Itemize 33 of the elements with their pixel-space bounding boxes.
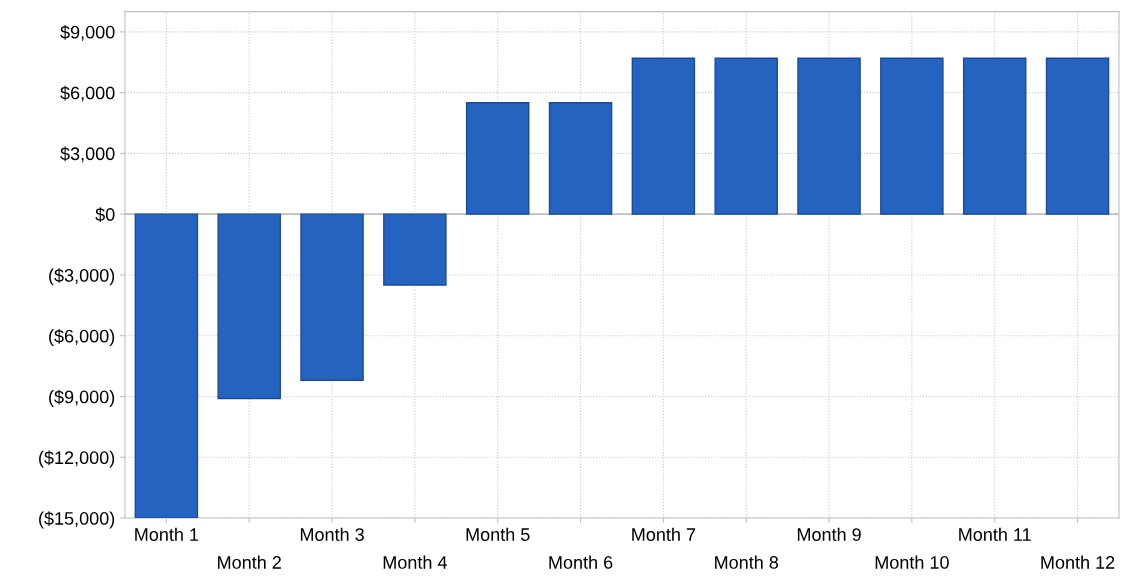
y-tick-label: ($9,000): [49, 389, 115, 407]
x-tick-label: Month 9: [797, 527, 861, 541]
y-tick-label: ($6,000): [49, 329, 115, 347]
bar: [962, 57, 1027, 215]
x-tick-label: Month 8: [715, 555, 779, 569]
bar: [880, 57, 944, 215]
y-tick-label: $6,000: [60, 85, 115, 102]
x-tick-label: Month 12: [1041, 555, 1115, 569]
x-tick-label: Month 11: [959, 527, 1031, 541]
x-tick-label: Month 6: [549, 555, 613, 569]
y-tick-label: ($3,000): [49, 268, 115, 286]
bar: [631, 57, 696, 215]
y-tick-label: $0: [95, 207, 115, 222]
x-tick-label: Month 10: [875, 555, 949, 569]
x-tick-label: Month 4: [383, 555, 447, 569]
x-tick-label: Month 5: [466, 527, 530, 541]
bar: [134, 213, 199, 518]
bar: [300, 213, 364, 381]
y-tick-label: ($15,000): [39, 511, 115, 529]
x-tick-label: Month 2: [218, 555, 281, 569]
bar: [548, 102, 613, 215]
x-tick-label: Month 3: [300, 527, 364, 541]
y-tick-label: ($12,000): [39, 450, 115, 468]
bar: [465, 102, 530, 215]
y-tick-label: $9,000: [60, 25, 115, 41]
bar: [217, 213, 281, 400]
x-tick-label: Month 1: [135, 527, 199, 541]
x-tick-label: Month 7: [632, 527, 696, 541]
bar: [797, 57, 861, 215]
bar: [383, 213, 447, 286]
bar: [1045, 57, 1110, 215]
bar: [714, 57, 778, 215]
y-tick-label: $3,000: [60, 146, 115, 163]
